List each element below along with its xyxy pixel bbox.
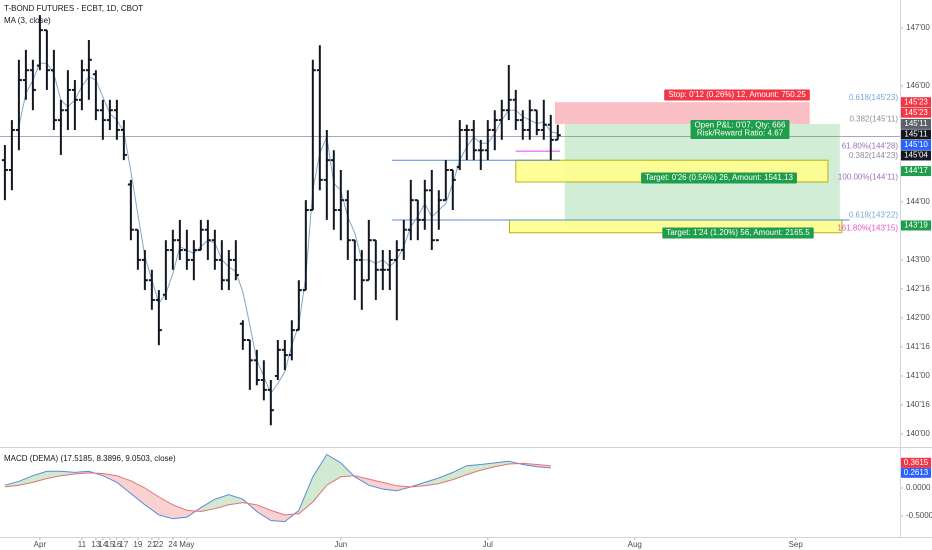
- x-tick-label: 19: [133, 540, 142, 549]
- x-tick-label: 16: [112, 540, 121, 549]
- x-tick-label: 17: [119, 540, 128, 549]
- y-tick-label: -0.5000: [906, 511, 932, 520]
- ma-line: [18, 62, 558, 395]
- legend-entry: MA (3, close): [4, 16, 51, 25]
- price-label: 145'23: [904, 97, 928, 106]
- macd-fill: [200, 499, 215, 512]
- stop-label: Stop: 0'12 (0.26%) 12, Amount: 750.25: [668, 90, 806, 99]
- chart-title: T-BOND FUTURES - ECBT, 1D, CBOT: [4, 4, 143, 13]
- x-tick-label: May: [179, 540, 194, 549]
- price-label-bg: [901, 467, 931, 478]
- x-tick-label: Sep: [789, 540, 804, 549]
- target-label: Target: 1'24 (1.20%) 56, Amount: 2165.5: [666, 228, 810, 237]
- x-tick-label: Aug: [628, 540, 642, 549]
- y-tick-label: 141'16: [906, 342, 930, 351]
- y-tick-label: 141'00: [906, 371, 930, 380]
- price-label: 145'23: [904, 108, 928, 117]
- macd-fill: [116, 475, 131, 494]
- x-tick-label: Jun: [334, 540, 347, 549]
- macd-line: [4, 462, 551, 516]
- x-tick-label: 22: [154, 540, 163, 549]
- macd-fill: [438, 472, 453, 484]
- macd-fill: [158, 496, 173, 519]
- price-label-bg: [901, 166, 931, 177]
- x-tick-label: Apr: [34, 540, 47, 549]
- fib-level-label: 161.80%(143'15): [837, 223, 898, 232]
- macd-fill: [172, 504, 187, 519]
- price-label: 145'10: [904, 140, 928, 149]
- macd-fill: [270, 510, 285, 522]
- y-tick-label: 142'00: [906, 313, 930, 322]
- y-tick-label: 146'00: [906, 81, 930, 90]
- fib-level-label: 61.80%(144'28): [842, 142, 899, 151]
- pnl-label: Open P&L: 0'07, Qty: 666: [695, 121, 786, 130]
- price-label-bg: [901, 129, 931, 140]
- pnl-label-bg: [690, 120, 790, 139]
- price-label: 144'17: [904, 166, 928, 175]
- y-tick-label: 140'16: [906, 400, 930, 409]
- macd-fill: [32, 471, 47, 483]
- price-label: 145'11: [904, 130, 928, 139]
- x-tick-label: 13: [91, 540, 100, 549]
- x-tick-label: 24: [168, 540, 177, 549]
- fib-level-label: 0.618(143'22): [849, 211, 898, 220]
- target-label-bg: [641, 172, 797, 184]
- price-label-bg: [901, 139, 931, 150]
- fib-level-label: 0.382(145'11): [849, 115, 898, 124]
- macd-fill: [452, 465, 467, 480]
- macd-fill: [144, 488, 159, 515]
- stop-label-bg: [664, 89, 810, 101]
- price-label-bg: [901, 107, 931, 118]
- y-tick-label: 144'00: [906, 197, 930, 206]
- macd-fill: [228, 494, 243, 505]
- price-label-bg: [901, 118, 931, 129]
- macd-fill: [256, 504, 271, 521]
- target-label: Target: 0'26 (0.56%) 26, Amount: 1541.13: [645, 173, 793, 182]
- risk-reward-label: Risk/Reward Ratio: 4.67: [697, 129, 784, 138]
- macd-fill: [130, 480, 145, 505]
- price-label: 145'04: [904, 151, 928, 160]
- macd-fill: [480, 462, 495, 471]
- macd-fill: [46, 471, 61, 479]
- price-label: 143'19: [904, 221, 928, 230]
- x-tick-label: 14: [98, 540, 107, 549]
- x-tick-label: 15: [105, 540, 114, 549]
- stop-zone: [554, 102, 810, 124]
- price-label-bg: [901, 220, 931, 231]
- x-tick-label: 21: [147, 540, 156, 549]
- macd-fill: [312, 454, 327, 503]
- fib-level-label: 100.00%(144'11): [838, 173, 898, 182]
- y-tick-label: 147'00: [906, 23, 930, 32]
- macd-fill: [382, 482, 397, 491]
- price-label: 0.2613: [904, 468, 929, 477]
- macd-fill: [326, 454, 341, 486]
- target-label-bg: [662, 227, 814, 239]
- price-label: 145'11: [904, 119, 928, 128]
- fib-level-label: 0.382(144'23): [849, 151, 898, 160]
- macd-fill: [466, 464, 481, 475]
- x-tick-label: Jul: [483, 540, 493, 549]
- price-label-bg: [901, 97, 931, 108]
- price-label: 0.3615: [904, 458, 929, 467]
- price-label-bg: [901, 457, 931, 468]
- y-tick-label: 142'16: [906, 284, 930, 293]
- y-tick-label: 0.0000: [906, 483, 931, 492]
- y-tick-label: 140'00: [906, 429, 930, 438]
- indicator-title: MACD (DEMA) (17.5185, 8.3896, 9.0503, cl…: [4, 454, 176, 463]
- fib-level-label: 0.618(145'23): [849, 93, 898, 102]
- x-tick-label: 11: [78, 540, 87, 549]
- price-label-bg: [901, 150, 931, 161]
- y-tick-label: 143'00: [906, 255, 930, 264]
